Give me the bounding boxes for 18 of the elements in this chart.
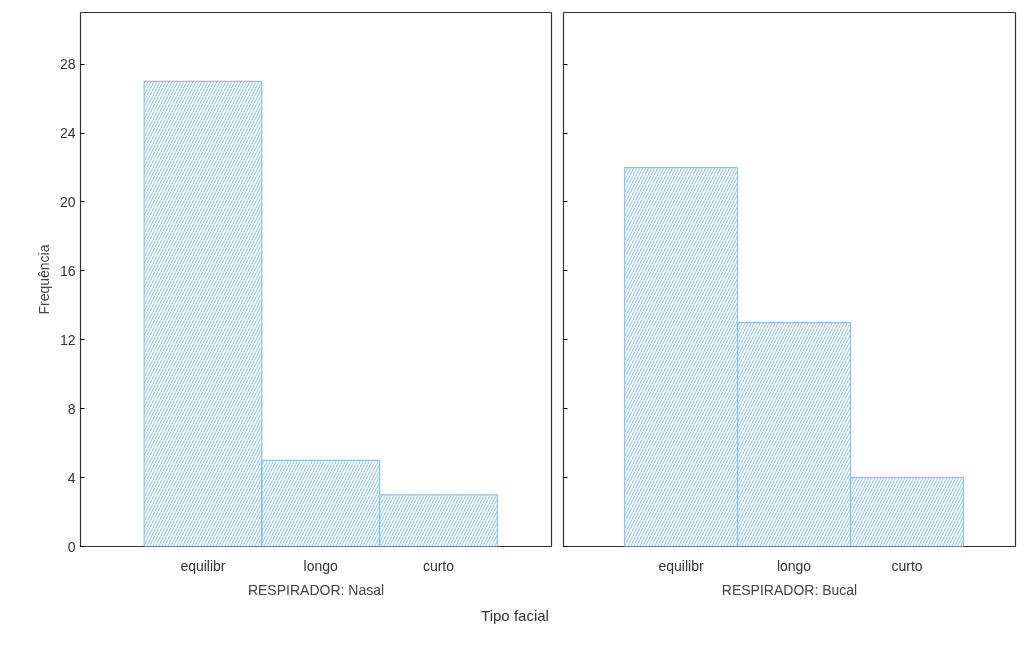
x-tick-label: equilibr <box>658 557 704 574</box>
y-tick-label: 16 <box>59 262 76 279</box>
x-tick-label: curto <box>891 557 923 574</box>
y-tick-label: 8 <box>67 400 76 417</box>
y-tick-label: 20 <box>59 193 76 210</box>
y-tick-label: 0 <box>67 538 76 555</box>
x-axis-title: RESPIRADOR: Nasal <box>247 581 385 598</box>
y-tick-label: 28 <box>59 56 76 73</box>
x-tick-label: equilibr <box>180 557 226 574</box>
y-tick-label: 12 <box>59 331 76 348</box>
x-tick-label: curto <box>422 557 455 574</box>
y-tick-label: 4 <box>67 469 76 486</box>
x-tick-label: longo <box>303 557 339 574</box>
x-tick-label: longo <box>776 557 812 574</box>
text: Tipo facial <box>481 606 549 626</box>
y-tick-label: 24 <box>59 125 76 142</box>
y-axis-title: Frequência <box>35 244 52 315</box>
x-axis-title: RESPIRADOR: Bucal <box>721 581 858 598</box>
